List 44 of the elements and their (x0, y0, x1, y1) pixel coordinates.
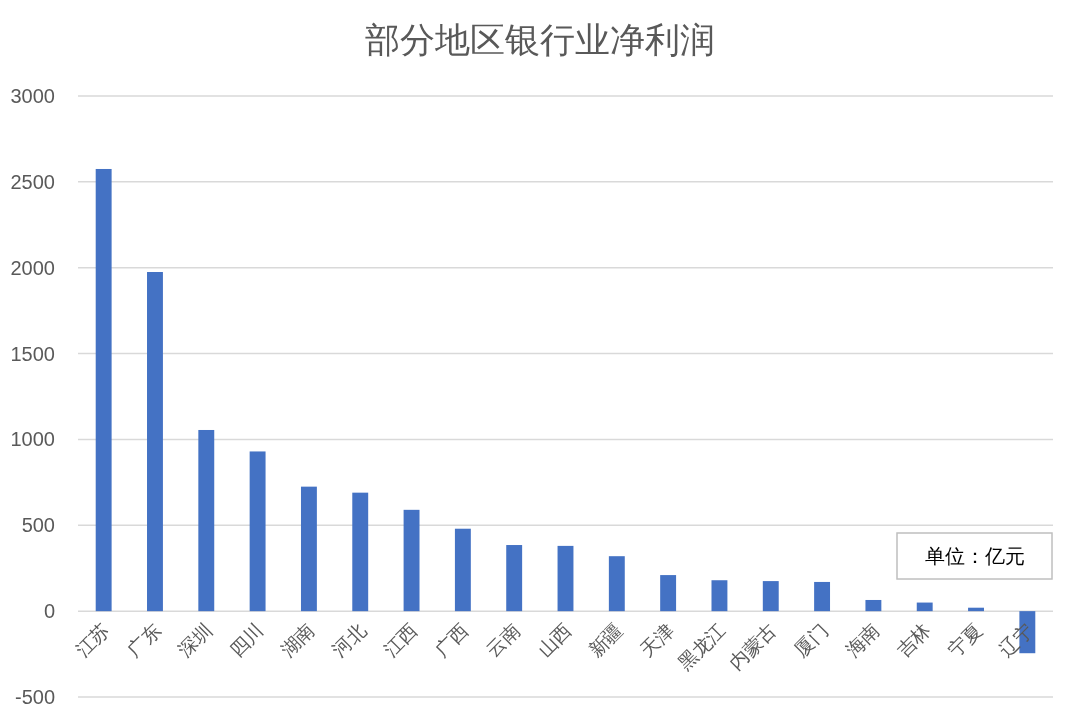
bar (198, 429, 215, 612)
y-tick-label: 2500 (10, 170, 55, 193)
bar (147, 272, 163, 612)
bar (660, 575, 677, 612)
y-tick-label: 2000 (10, 256, 55, 279)
x-tick-label: 吉林 (892, 619, 935, 661)
bar (711, 580, 728, 612)
x-tick-label: 云南 (482, 619, 525, 661)
y-tick-label: 500 (21, 514, 55, 537)
bar (557, 545, 574, 612)
x-tick-label: 宁夏 (944, 619, 986, 661)
x-tick-label: 四川 (225, 619, 268, 661)
x-tick-label: 辽宁 (995, 619, 1038, 661)
x-tick-label: 山西 (533, 619, 576, 661)
bar (608, 556, 625, 612)
x-tick-label: 江苏 (71, 619, 114, 661)
y-tick-label: 3000 (10, 85, 55, 107)
x-tick-label: 广东 (123, 619, 165, 661)
bar (403, 509, 420, 612)
x-tick-label: 河北 (328, 619, 371, 661)
y-tick-label: 1500 (10, 342, 55, 365)
bar (814, 581, 831, 612)
bar (352, 492, 369, 612)
annotation: 单位：亿元 (924, 545, 1025, 567)
x-tick-label: 新疆 (584, 619, 627, 661)
x-tick-label: 湖南 (277, 619, 319, 661)
x-tick-label: 深圳 (174, 619, 217, 661)
bar (506, 545, 523, 612)
bar (916, 602, 933, 612)
chart-title: 部分地区银行业净利润 (365, 20, 715, 59)
x-tick-label: 江西 (379, 619, 422, 661)
bar (300, 486, 317, 612)
x-tick-label: 厦门 (790, 619, 832, 661)
bar (95, 168, 112, 612)
y-tick-label: 0 (43, 600, 55, 623)
x-tick-label: 广西 (430, 619, 473, 661)
bar (249, 451, 266, 612)
x-tick-label: 海南 (841, 619, 884, 661)
annotation-box: 单位：亿元 (896, 532, 1053, 580)
bar (454, 528, 471, 612)
bar (762, 581, 779, 612)
y-tick-label: 1000 (10, 428, 55, 451)
bar (865, 599, 882, 612)
y-tick-label: -500 (14, 686, 55, 708)
